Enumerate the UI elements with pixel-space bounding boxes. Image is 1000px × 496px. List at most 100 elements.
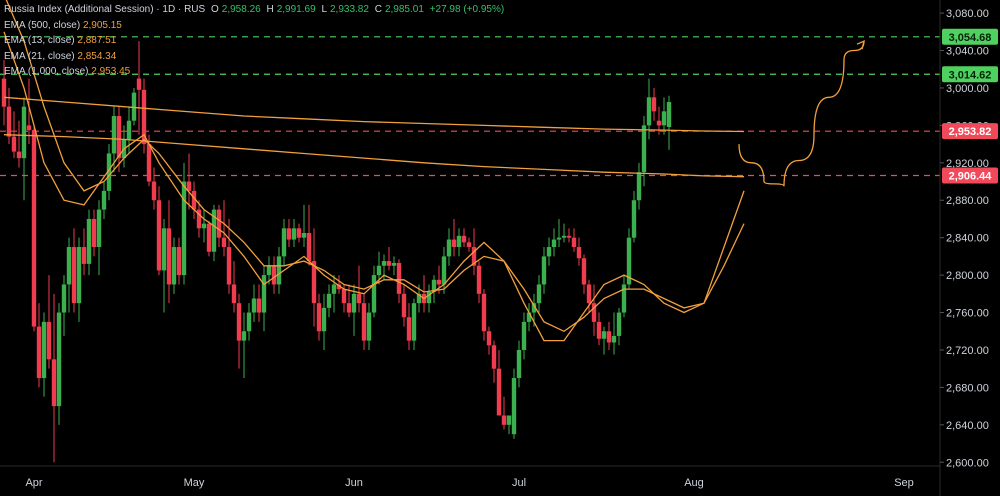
candle-body <box>161 228 167 271</box>
candle-body <box>496 368 502 416</box>
candle-body <box>296 228 302 238</box>
candle-body <box>126 120 132 140</box>
candle-body <box>311 261 317 304</box>
candle-body <box>381 261 387 266</box>
candle-body <box>251 298 257 313</box>
candle-body <box>541 256 547 285</box>
candle-body <box>61 284 67 313</box>
candle-body <box>426 291 432 304</box>
candle-body <box>621 284 627 313</box>
candle-body <box>226 247 232 285</box>
candle-body <box>396 262 402 294</box>
candle-body <box>171 247 177 285</box>
x-tick-label: Sep <box>894 477 914 489</box>
candle-body <box>406 317 412 341</box>
candle-body <box>416 293 422 304</box>
candle-body <box>216 209 222 238</box>
candle-body <box>21 106 27 159</box>
candle-body <box>41 321 47 379</box>
candle-body <box>1 78 7 107</box>
candle-body <box>666 101 672 128</box>
candle-body <box>66 247 72 285</box>
candle-body <box>201 223 207 229</box>
candle-body <box>586 284 592 304</box>
candle-body <box>271 265 277 285</box>
change-value: +27.98 (+0.95%) <box>429 4 505 15</box>
candle-body <box>636 172 642 201</box>
close-value: 2,985.01 <box>384 4 424 15</box>
candle-body <box>196 209 202 229</box>
projection-path <box>738 41 865 187</box>
x-tick-label: Apr <box>25 477 42 489</box>
candle-body <box>16 151 22 159</box>
candle-body <box>526 312 532 322</box>
y-tick-label: 2,800.00 <box>946 270 989 282</box>
candle-body <box>256 298 262 313</box>
candle-body <box>476 265 482 294</box>
y-tick-label: 3,080.00 <box>946 8 989 20</box>
candle-body <box>101 190 107 210</box>
candle-body <box>136 78 142 90</box>
candle-body <box>261 275 267 313</box>
candle-body <box>506 415 512 425</box>
candle-body <box>181 181 187 276</box>
candle-body <box>281 228 287 257</box>
price-tag <box>942 28 998 45</box>
symbol-title[interactable]: Russia Index (Additional Session) · 1D ·… <box>4 4 206 15</box>
candle-body <box>631 200 637 238</box>
x-tick-label: May <box>184 477 205 489</box>
candle-body <box>156 200 162 271</box>
legend-ema-21[interactable]: EMA (21, close) 2,854.34 <box>4 50 117 62</box>
candle-body <box>221 237 227 248</box>
candle-body <box>651 97 657 112</box>
price-tag <box>942 123 998 140</box>
ema-line <box>3 134 745 178</box>
candle-body <box>601 331 607 339</box>
candle-body <box>521 321 527 350</box>
candle-body <box>611 335 617 343</box>
candle-body <box>516 349 522 379</box>
candle-body <box>346 303 352 313</box>
candle-body <box>656 120 662 126</box>
candle-body <box>561 235 567 238</box>
candle-body <box>146 144 152 182</box>
candle-body <box>276 256 282 285</box>
legend-ema-500[interactable]: EMA (500, close) 2,905.15 <box>4 19 122 31</box>
candle-body <box>111 116 117 154</box>
candle-body <box>461 235 467 243</box>
candle-body <box>351 293 357 313</box>
x-tick-label: Aug <box>684 477 704 489</box>
candle-body <box>576 247 582 259</box>
legend-ema-1000[interactable]: EMA (1,000, close) 2,953.45 <box>4 66 131 78</box>
chart-legend: Russia Index (Additional Session) · 1D ·… <box>4 2 507 80</box>
candle-body <box>116 116 122 159</box>
candle-body <box>326 293 332 308</box>
candle-body <box>596 321 602 339</box>
candle-body <box>231 284 237 304</box>
symbol-ohlc-row[interactable]: Russia Index (Additional Session) · 1D ·… <box>4 4 505 15</box>
high-value: 2,991.69 <box>276 4 316 15</box>
candle-body <box>536 284 542 304</box>
candle-body <box>581 258 587 285</box>
projection-arrowhead <box>856 40 865 50</box>
candle-body <box>511 378 517 435</box>
candle-body <box>331 284 337 294</box>
candle-body <box>91 218 97 248</box>
y-tick-label: 2,720.00 <box>946 345 989 357</box>
candle-body <box>501 415 507 425</box>
legend-ema-13[interactable]: EMA (13, close) 2,887.51 <box>4 35 117 47</box>
candle-body <box>321 307 327 332</box>
candle-body <box>141 89 147 145</box>
ema-line <box>3 96 745 133</box>
candle-body <box>401 293 407 318</box>
candle-body <box>291 228 297 240</box>
price-tag-label: 2,906.44 <box>949 171 993 183</box>
candle-body <box>386 261 392 266</box>
candle-body <box>131 92 137 121</box>
candle-body <box>176 247 182 276</box>
y-tick-label: 3,040.00 <box>946 46 989 58</box>
candle-body <box>56 312 62 407</box>
candle-body <box>151 181 157 201</box>
time-axis[interactable]: Apr May Jun Jul Aug Sep <box>25 477 913 489</box>
